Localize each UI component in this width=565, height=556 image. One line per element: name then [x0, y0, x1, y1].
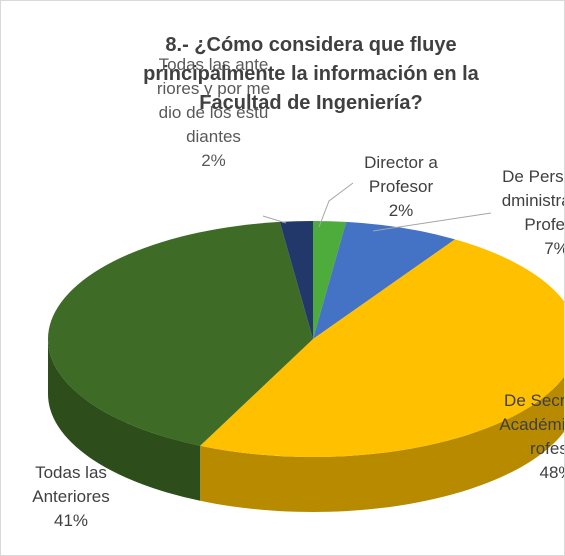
data-label: De Secretaría Académica a Profesor 48% — [499, 389, 565, 485]
data-label: Todas las Anteriores 41% — [11, 461, 131, 533]
pie-side — [48, 339, 201, 501]
category-label: De Secretaría Académica a Profesor — [499, 391, 565, 458]
value-label: 7% — [544, 239, 564, 258]
data-label: Todas las anteriores y por medio de los … — [156, 53, 271, 173]
pie-side — [200, 376, 564, 512]
leader-line — [372, 212, 492, 232]
data-label: De Personal Administrativo a Profesor 7% — [499, 165, 565, 261]
value-label: 2% — [388, 201, 414, 220]
value-label: 48% — [539, 463, 564, 482]
pie-slice — [279, 221, 313, 339]
chart-title: 8.- ¿Cómo considera que fluye principalm… — [143, 34, 479, 114]
leader-line — [318, 182, 354, 228]
pie-slice — [200, 239, 564, 457]
leader-line — [262, 215, 287, 224]
value-label: 2% — [201, 151, 226, 170]
pie-slice — [313, 221, 455, 339]
value-label: 41% — [53, 511, 89, 530]
pie-slice — [313, 221, 347, 339]
category-label: De Personal Administrativo a Profesor — [501, 167, 565, 234]
data-label: Director a Profesor 2% — [351, 151, 451, 223]
category-label: Todas las anteriores y por medio de los … — [156, 55, 271, 146]
category-label: Director a Profesor — [364, 153, 438, 196]
category-label: Todas las Anteriores — [32, 463, 110, 506]
pie-slice — [47, 221, 314, 446]
